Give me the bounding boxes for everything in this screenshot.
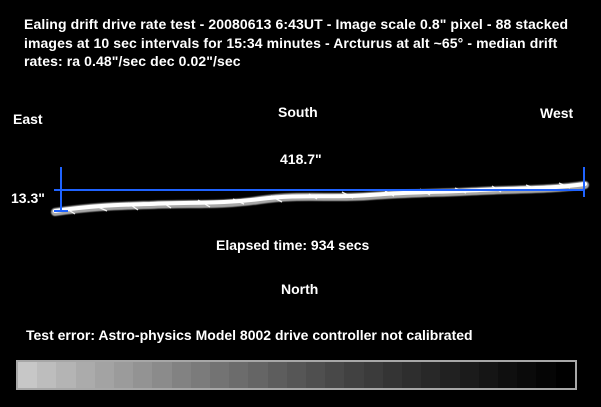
drift-width-label: 418.7" [280, 151, 322, 167]
gray-step [517, 362, 537, 388]
measurement-markers [54, 167, 585, 212]
gray-step [555, 362, 575, 388]
west-label: West [540, 105, 574, 121]
gray-step [114, 362, 134, 388]
gray-step [267, 362, 287, 388]
gray-step [286, 362, 307, 388]
gray-step [478, 362, 499, 388]
gray-step [210, 362, 230, 388]
gray-step [248, 362, 268, 388]
gray-step [363, 362, 383, 388]
gray-step [190, 362, 211, 388]
elapsed-time-label: Elapsed time: 934 secs [216, 237, 370, 253]
gray-step [382, 362, 403, 388]
gray-scale-bar [16, 360, 577, 390]
gray-step [421, 362, 441, 388]
gray-step [325, 362, 345, 388]
gray-step [152, 362, 172, 388]
south-label: South [278, 104, 318, 120]
gray-step [459, 362, 479, 388]
gray-step [402, 362, 422, 388]
gray-step [37, 362, 57, 388]
east-label: East [13, 111, 43, 127]
gray-step [229, 362, 249, 388]
gray-step [171, 362, 191, 388]
gray-step [94, 362, 115, 388]
gray-step [133, 362, 153, 388]
test-error-note: Test error: Astro-physics Model 8002 dri… [26, 327, 473, 343]
drift-height-label: 13.3" [11, 190, 45, 206]
caption-text: Ealing drift drive rate test - 20080613 … [24, 16, 569, 69]
gray-step [306, 362, 326, 388]
gray-step [18, 362, 38, 388]
gray-step [536, 362, 556, 388]
gray-step [75, 362, 95, 388]
gray-step [56, 362, 76, 388]
gray-step [344, 362, 364, 388]
gray-step [498, 362, 518, 388]
star-trail [51, 181, 589, 216]
gray-step [440, 362, 460, 388]
north-label: North [281, 281, 319, 297]
